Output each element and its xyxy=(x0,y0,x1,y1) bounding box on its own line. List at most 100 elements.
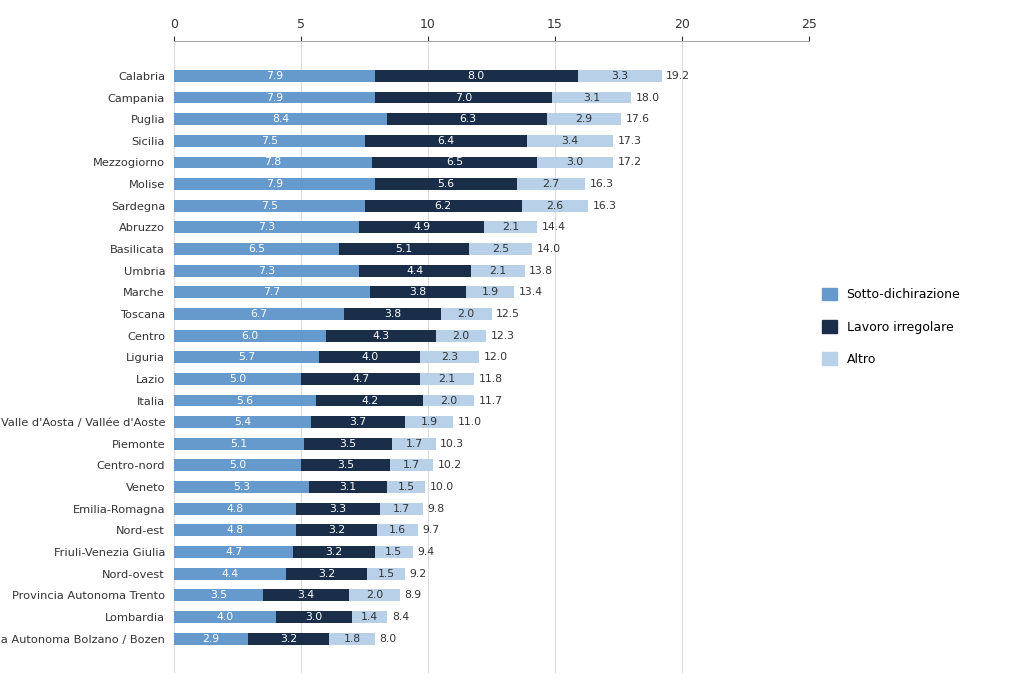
Text: 2.6: 2.6 xyxy=(547,201,563,211)
Text: 10.2: 10.2 xyxy=(437,460,462,471)
Text: 7.9: 7.9 xyxy=(266,93,283,102)
Text: 2.1: 2.1 xyxy=(489,266,507,275)
Bar xyxy=(248,633,329,644)
Bar xyxy=(375,70,578,82)
Bar xyxy=(174,567,286,580)
Text: 2.1: 2.1 xyxy=(502,223,519,232)
Text: 5.6: 5.6 xyxy=(237,396,254,405)
Bar xyxy=(174,546,294,558)
Bar xyxy=(390,460,433,471)
Text: 6.3: 6.3 xyxy=(459,114,476,124)
Text: 2.1: 2.1 xyxy=(438,374,456,384)
Bar xyxy=(174,394,316,407)
Bar xyxy=(484,221,538,234)
Legend: Sotto-dichirazione, Lavoro irregolare, Altro: Sotto-dichirazione, Lavoro irregolare, A… xyxy=(821,288,961,366)
Text: 6.7: 6.7 xyxy=(251,309,267,319)
Text: 8.4: 8.4 xyxy=(272,114,290,124)
Bar xyxy=(421,351,479,363)
Text: 9.4: 9.4 xyxy=(418,547,434,557)
Text: 7.5: 7.5 xyxy=(261,201,278,211)
Text: 4.3: 4.3 xyxy=(373,330,389,341)
Text: 8.0: 8.0 xyxy=(468,71,485,81)
Text: 2.9: 2.9 xyxy=(575,114,593,124)
Bar xyxy=(301,460,390,471)
Bar xyxy=(344,308,440,320)
Bar xyxy=(296,524,377,537)
Text: 6.5: 6.5 xyxy=(248,244,265,254)
Text: 2.0: 2.0 xyxy=(453,330,470,341)
Text: 6.0: 6.0 xyxy=(242,330,259,341)
Text: 1.4: 1.4 xyxy=(361,612,378,622)
Bar xyxy=(308,481,387,493)
Bar xyxy=(387,481,426,493)
Text: 5.4: 5.4 xyxy=(234,417,251,427)
Text: 3.4: 3.4 xyxy=(298,590,314,600)
Text: 9.8: 9.8 xyxy=(428,504,444,514)
Text: 1.6: 1.6 xyxy=(389,526,407,535)
Text: 1.9: 1.9 xyxy=(481,287,499,297)
Text: 11.8: 11.8 xyxy=(478,374,503,384)
Text: 8.0: 8.0 xyxy=(379,633,396,644)
Text: 1.5: 1.5 xyxy=(398,482,415,492)
Text: 4.4: 4.4 xyxy=(407,266,424,275)
Bar xyxy=(527,135,613,147)
Bar xyxy=(174,91,375,104)
Text: 5.0: 5.0 xyxy=(229,374,246,384)
Bar xyxy=(365,135,527,147)
Text: 19.2: 19.2 xyxy=(667,71,690,81)
Bar xyxy=(517,178,586,190)
Text: 8.9: 8.9 xyxy=(404,590,422,600)
Text: 3.8: 3.8 xyxy=(410,287,426,297)
Bar xyxy=(339,243,469,255)
Text: 3.4: 3.4 xyxy=(562,136,579,146)
Bar xyxy=(375,91,553,104)
Text: 4.7: 4.7 xyxy=(352,374,370,384)
Bar xyxy=(174,589,263,601)
Bar xyxy=(296,503,380,515)
Text: 3.0: 3.0 xyxy=(566,157,584,168)
Text: 16.3: 16.3 xyxy=(590,179,614,189)
Text: 17.2: 17.2 xyxy=(618,157,642,168)
Text: 12.5: 12.5 xyxy=(496,309,520,319)
Text: 4.0: 4.0 xyxy=(361,352,378,362)
Bar xyxy=(174,460,301,471)
Bar xyxy=(440,308,492,320)
Text: 7.9: 7.9 xyxy=(266,71,283,81)
Text: 3.3: 3.3 xyxy=(330,504,346,514)
Bar xyxy=(303,438,392,450)
Bar xyxy=(174,373,301,385)
Text: 1.7: 1.7 xyxy=(403,460,420,471)
Bar xyxy=(359,221,484,234)
Text: 3.7: 3.7 xyxy=(349,417,367,427)
Bar xyxy=(174,438,303,450)
Text: 7.9: 7.9 xyxy=(266,179,283,189)
Text: 5.1: 5.1 xyxy=(395,244,413,254)
Text: 3.3: 3.3 xyxy=(611,71,629,81)
Bar xyxy=(174,135,365,147)
Text: 2.7: 2.7 xyxy=(543,179,560,189)
Text: 14.0: 14.0 xyxy=(537,244,561,254)
Text: 4.2: 4.2 xyxy=(361,396,378,405)
Text: 1.7: 1.7 xyxy=(406,439,423,449)
Bar xyxy=(301,373,421,385)
Text: 1.9: 1.9 xyxy=(421,417,438,427)
Text: 2.3: 2.3 xyxy=(441,352,458,362)
Bar xyxy=(352,611,387,623)
Bar xyxy=(349,589,400,601)
Bar xyxy=(327,330,435,341)
Text: 1.5: 1.5 xyxy=(385,547,402,557)
Bar xyxy=(174,351,318,363)
Bar xyxy=(174,264,359,277)
Text: 6.5: 6.5 xyxy=(446,157,463,168)
Text: 17.3: 17.3 xyxy=(618,136,642,146)
Bar xyxy=(174,221,359,234)
Text: 3.2: 3.2 xyxy=(280,633,297,644)
Bar xyxy=(553,91,631,104)
Text: 13.8: 13.8 xyxy=(529,266,553,275)
Text: 10.3: 10.3 xyxy=(440,439,464,449)
Text: 2.0: 2.0 xyxy=(439,396,457,405)
Bar xyxy=(466,286,514,298)
Bar xyxy=(375,178,517,190)
Bar xyxy=(174,70,375,82)
Bar xyxy=(548,113,621,125)
